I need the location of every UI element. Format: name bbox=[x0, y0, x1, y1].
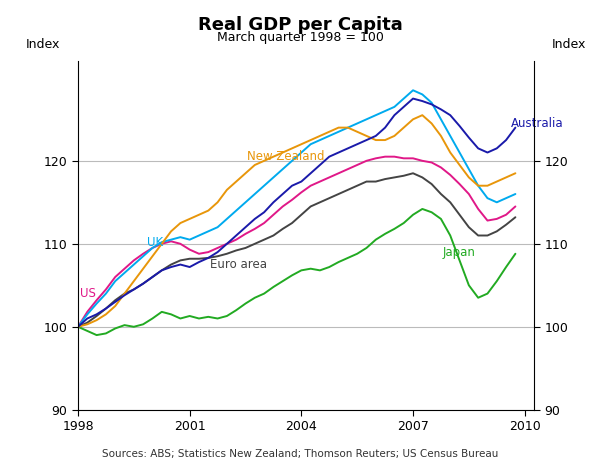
Text: Euro area: Euro area bbox=[210, 258, 267, 271]
Text: Australia: Australia bbox=[511, 117, 563, 130]
Text: Index: Index bbox=[552, 38, 586, 51]
Text: Index: Index bbox=[26, 38, 60, 51]
Text: March quarter 1998 = 100: March quarter 1998 = 100 bbox=[217, 31, 383, 44]
Text: UK: UK bbox=[147, 236, 163, 249]
Text: US: US bbox=[80, 287, 96, 300]
Text: Japan: Japan bbox=[443, 245, 476, 259]
Text: New Zealand: New Zealand bbox=[247, 150, 325, 163]
Text: Real GDP per Capita: Real GDP per Capita bbox=[197, 16, 403, 34]
Text: Sources: ABS; Statistics New Zealand; Thomson Reuters; US Census Bureau: Sources: ABS; Statistics New Zealand; Th… bbox=[102, 449, 498, 459]
